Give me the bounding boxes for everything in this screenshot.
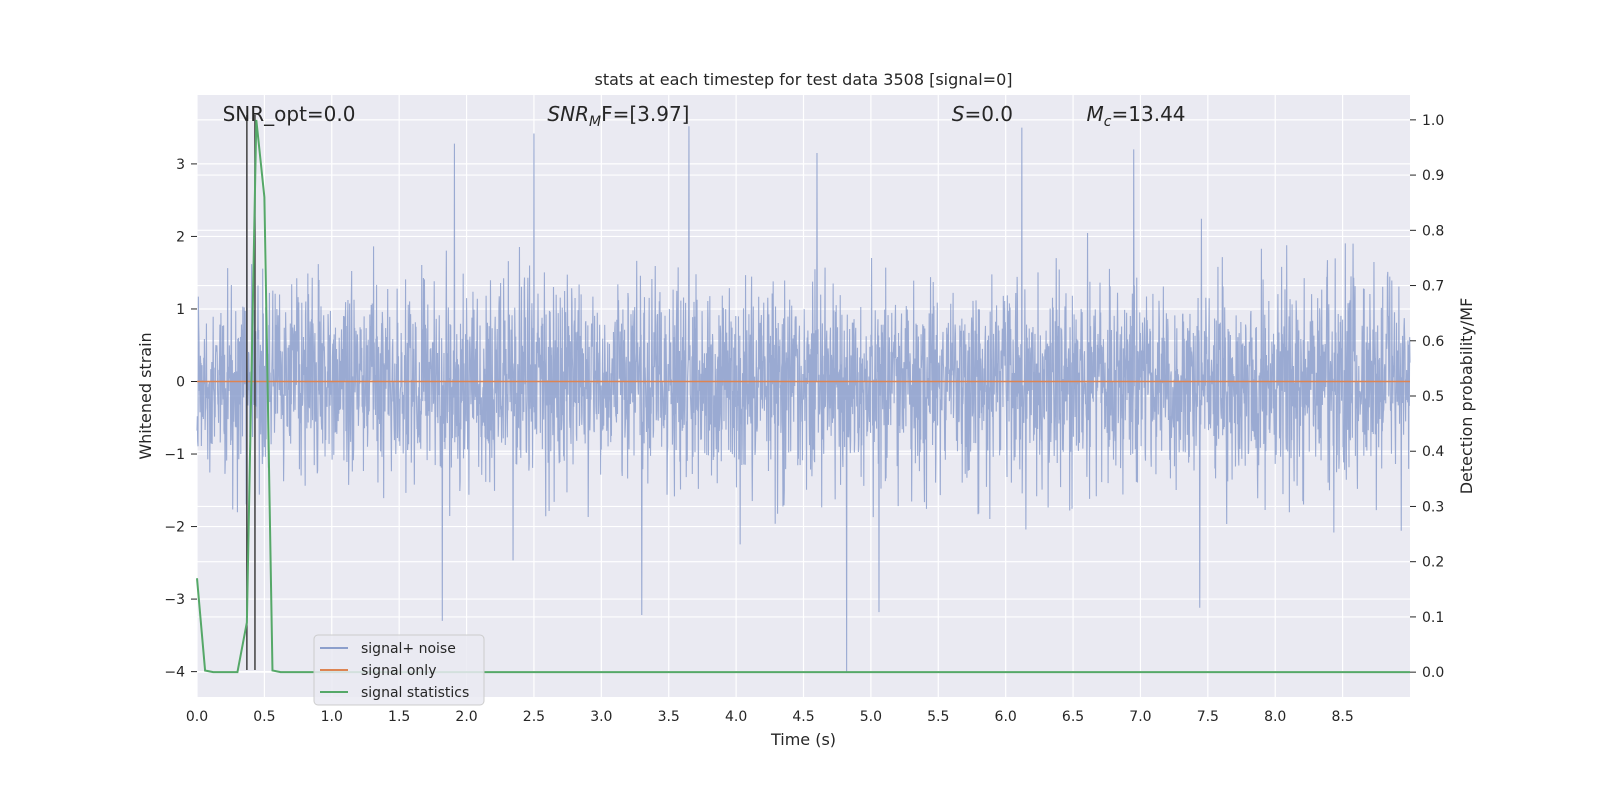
x-tick-label-12: 6.0 xyxy=(995,709,1017,725)
legend-box xyxy=(313,634,485,706)
x-tick-label-16: 8.0 xyxy=(1264,709,1286,725)
x-tick-label-6: 3.0 xyxy=(590,709,612,725)
annotation-2: S=0.0 xyxy=(952,102,1013,126)
y-tick-label-5: −2 xyxy=(164,520,185,536)
y-right-tick-label-1: 0.9 xyxy=(1422,168,1444,184)
y-tick-label-1: 2 xyxy=(176,229,185,245)
y-right-tick-label-10: 0.0 xyxy=(1422,665,1444,681)
y-tick-label-2: 1 xyxy=(176,302,185,318)
y-tick-label-0: 3 xyxy=(176,157,185,173)
y-tick-label-3: 0 xyxy=(176,374,185,390)
x-tick-label-15: 7.5 xyxy=(1197,709,1219,725)
legend-label-1: signal only xyxy=(361,663,436,679)
x-tick-label-0: 0.0 xyxy=(186,709,208,725)
x-axis-ticks: 0.0 0.5 1.0 1.5 2.0 2.5 3.0 3.5 4.0 4.5 5.0 5.5 6.0 6… xyxy=(186,709,1354,725)
x-tick-label-3: 1.5 xyxy=(388,709,410,725)
annotations: SNR_opt=0.0 SNRMF=[3.97] S=0.0 Mc=13.44 xyxy=(223,102,1186,130)
x-tick-label-14: 7.0 xyxy=(1129,709,1151,725)
x-tick-label-1: 0.5 xyxy=(253,709,275,725)
y-axis-label: Whitened strain xyxy=(136,332,155,459)
y-right-tick-label-2: 0.8 xyxy=(1422,223,1444,239)
y-tick-label-7: −4 xyxy=(164,665,185,681)
annotation-3: Mc=13.44 xyxy=(1087,102,1186,130)
series-signal-statistics xyxy=(196,119,1410,674)
y-right-tick-label-9: 0.1 xyxy=(1422,610,1444,626)
legend-label-0: signal+ noise xyxy=(361,641,456,657)
annotation-0: SNR_opt=0.0 xyxy=(223,102,356,126)
y-axis-label-right: Detection probability/MF xyxy=(1457,298,1476,495)
x-tick-label-10: 5.0 xyxy=(860,709,882,725)
x-tick-label-17: 8.5 xyxy=(1331,709,1353,725)
y-right-tick-label-3: 0.7 xyxy=(1422,279,1444,295)
y-right-tick-label-6: 0.4 xyxy=(1422,444,1444,460)
x-tick-label-4: 2.0 xyxy=(455,709,477,725)
y-right-tick-label-8: 0.2 xyxy=(1422,555,1444,571)
y-right-tick-label-5: 0.5 xyxy=(1422,389,1444,405)
y-axis-ticks-left: 3 2 1 0 −1 −2 −3 −4 xyxy=(164,157,197,681)
y-right-tick-label-0: 1.0 xyxy=(1422,113,1444,129)
chart-title: stats at each timestep for test data 350… xyxy=(594,70,1012,89)
y-right-tick-label-4: 0.6 xyxy=(1422,334,1444,350)
x-axis-label: Time (s) xyxy=(770,730,836,749)
signal-plus-noise-line xyxy=(196,126,1411,672)
legend: signal+ noise signal only signal statistic… xyxy=(313,634,485,706)
y-tick-label-4: −1 xyxy=(164,447,185,463)
x-tick-label-8: 4.0 xyxy=(725,709,747,725)
x-tick-label-2: 1.0 xyxy=(321,709,343,725)
x-tick-label-13: 6.5 xyxy=(1062,709,1084,725)
annotation-1: SNRMF=[3.97] xyxy=(547,102,689,130)
signal-statistics-line xyxy=(196,119,1410,674)
y-tick-label-6: −3 xyxy=(164,592,185,608)
x-tick-label-7: 3.5 xyxy=(658,709,680,725)
legend-label-2: signal statistics xyxy=(361,685,469,701)
series-signal-plus-noise xyxy=(196,126,1411,672)
x-tick-label-9: 4.5 xyxy=(792,709,814,725)
y-axis-ticks-right: 1.0 0.9 0.8 0.7 0.6 0.5 0.4 0.3 0.2 0.1 0.0 xyxy=(1410,113,1444,681)
x-tick-label-5: 2.5 xyxy=(523,709,545,725)
x-tick-label-11: 5.5 xyxy=(927,709,949,725)
y-right-tick-label-7: 0.3 xyxy=(1422,499,1444,515)
